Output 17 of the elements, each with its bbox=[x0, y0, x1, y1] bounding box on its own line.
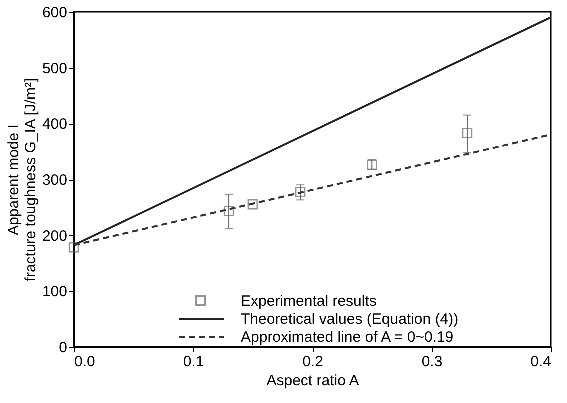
y-tick-label: 100 bbox=[42, 284, 68, 301]
legend-label: Theoretical values (Equation (4)) bbox=[241, 311, 459, 328]
y-tick-label: 300 bbox=[42, 172, 68, 189]
y-tick-label: 0 bbox=[59, 340, 68, 356]
legend-label: Experimental results bbox=[241, 293, 377, 310]
x-tick-label: 0.2 bbox=[302, 354, 324, 370]
x-tick-label: 0.1 bbox=[183, 354, 204, 370]
x-tick-label: 0.3 bbox=[422, 354, 443, 370]
legend-label: Approximated line of A = 0~0.19 bbox=[241, 329, 454, 346]
x-tick-label: 0.4 bbox=[530, 354, 552, 370]
x-axis-title: Aspect ratio A bbox=[266, 372, 360, 390]
y-axis-title: Apparent mode I fracture toughness G_IA [J/m²] bbox=[5, 78, 40, 282]
y-tick-label: 600 bbox=[42, 4, 68, 22]
x-tick-label: 0.0 bbox=[74, 354, 96, 370]
y-tick-label: 200 bbox=[42, 228, 68, 245]
y-tick-label: 400 bbox=[42, 116, 68, 134]
y-tick-label: 500 bbox=[42, 60, 68, 78]
